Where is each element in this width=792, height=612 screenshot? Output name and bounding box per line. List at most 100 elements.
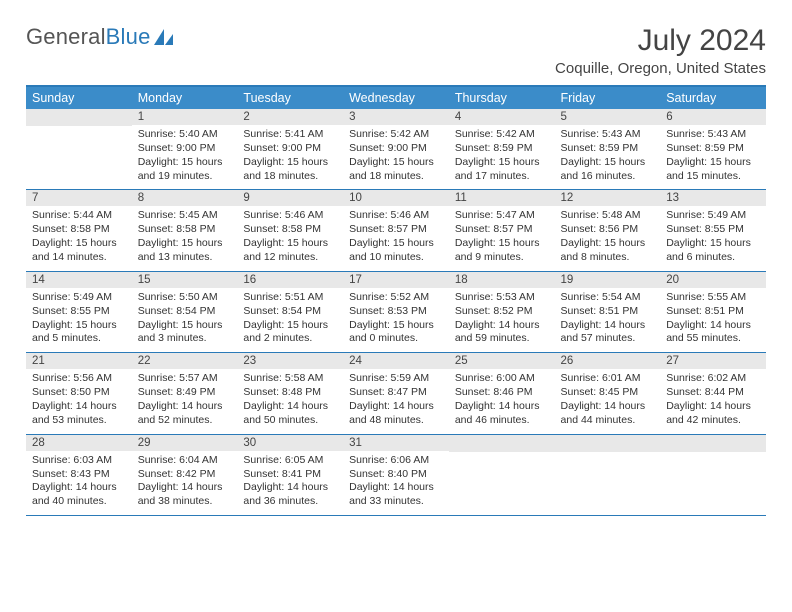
day-detail-line: Sunset: 9:00 PM [349, 142, 443, 156]
day-detail-line: and 57 minutes. [561, 332, 655, 346]
day-detail-line: Sunset: 8:43 PM [32, 468, 126, 482]
day-details: Sunrise: 5:46 AMSunset: 8:58 PMDaylight:… [237, 206, 343, 270]
day-details: Sunrise: 5:51 AMSunset: 8:54 PMDaylight:… [237, 288, 343, 352]
day-details: Sunrise: 5:49 AMSunset: 8:55 PMDaylight:… [660, 206, 766, 270]
day-details [660, 452, 766, 512]
logo-text-1: General [26, 24, 106, 50]
weekday-header: Monday [132, 86, 238, 109]
day-details [26, 126, 132, 186]
day-detail-line: Sunrise: 5:46 AM [349, 209, 443, 223]
calendar-header-row: SundayMondayTuesdayWednesdayThursdayFrid… [26, 86, 766, 109]
calendar-table: SundayMondayTuesdayWednesdayThursdayFrid… [26, 85, 766, 516]
day-detail-line: Daylight: 15 hours [666, 237, 760, 251]
calendar-day-cell: 5Sunrise: 5:43 AMSunset: 8:59 PMDaylight… [555, 109, 661, 190]
day-details: Sunrise: 5:48 AMSunset: 8:56 PMDaylight:… [555, 206, 661, 270]
day-detail-line: and 44 minutes. [561, 414, 655, 428]
calendar-day-cell: 6Sunrise: 5:43 AMSunset: 8:59 PMDaylight… [660, 109, 766, 190]
day-details: Sunrise: 5:53 AMSunset: 8:52 PMDaylight:… [449, 288, 555, 352]
day-detail-line: and 14 minutes. [32, 251, 126, 265]
logo: GeneralBlue [26, 24, 175, 50]
day-detail-line: Daylight: 14 hours [138, 481, 232, 495]
calendar-day-cell: 31Sunrise: 6:06 AMSunset: 8:40 PMDayligh… [343, 434, 449, 515]
day-detail-line: and 18 minutes. [243, 170, 337, 184]
day-detail-line: Sunrise: 5:44 AM [32, 209, 126, 223]
day-detail-line: Sunset: 8:59 PM [455, 142, 549, 156]
day-number: 24 [343, 353, 449, 369]
day-detail-line: Sunset: 8:54 PM [243, 305, 337, 319]
day-detail-line: Daylight: 15 hours [138, 156, 232, 170]
weekday-header: Saturday [660, 86, 766, 109]
day-details [449, 452, 555, 512]
day-details: Sunrise: 5:46 AMSunset: 8:57 PMDaylight:… [343, 206, 449, 270]
calendar-day-cell: 28Sunrise: 6:03 AMSunset: 8:43 PMDayligh… [26, 434, 132, 515]
day-detail-line: and 0 minutes. [349, 332, 443, 346]
weekday-header: Tuesday [237, 86, 343, 109]
day-detail-line: and 12 minutes. [243, 251, 337, 265]
calendar-day-cell: 14Sunrise: 5:49 AMSunset: 8:55 PMDayligh… [26, 271, 132, 352]
calendar-day-cell: 17Sunrise: 5:52 AMSunset: 8:53 PMDayligh… [343, 271, 449, 352]
day-detail-line: Daylight: 15 hours [561, 156, 655, 170]
day-detail-line: Sunset: 9:00 PM [138, 142, 232, 156]
calendar-day-cell [555, 434, 661, 515]
calendar-day-cell: 12Sunrise: 5:48 AMSunset: 8:56 PMDayligh… [555, 190, 661, 271]
day-detail-line: Sunrise: 5:50 AM [138, 291, 232, 305]
day-details: Sunrise: 6:06 AMSunset: 8:40 PMDaylight:… [343, 451, 449, 515]
day-detail-line: Daylight: 14 hours [349, 400, 443, 414]
day-detail-line: and 13 minutes. [138, 251, 232, 265]
day-number: 19 [555, 272, 661, 288]
day-detail-line: Sunrise: 6:04 AM [138, 454, 232, 468]
day-number: 18 [449, 272, 555, 288]
day-details: Sunrise: 5:42 AMSunset: 9:00 PMDaylight:… [343, 125, 449, 189]
day-detail-line: Sunrise: 5:40 AM [138, 128, 232, 142]
day-detail-line: Sunrise: 5:41 AM [243, 128, 337, 142]
day-details: Sunrise: 6:03 AMSunset: 8:43 PMDaylight:… [26, 451, 132, 515]
day-details: Sunrise: 5:52 AMSunset: 8:53 PMDaylight:… [343, 288, 449, 352]
day-detail-line: and 10 minutes. [349, 251, 443, 265]
day-detail-line: Sunset: 8:51 PM [561, 305, 655, 319]
day-detail-line: Daylight: 15 hours [349, 237, 443, 251]
day-detail-line: Sunrise: 5:49 AM [666, 209, 760, 223]
day-number [26, 109, 132, 126]
location: Coquille, Oregon, United States [555, 60, 766, 77]
day-detail-line: Sunset: 8:52 PM [455, 305, 549, 319]
day-detail-line: Daylight: 14 hours [32, 481, 126, 495]
day-number: 31 [343, 435, 449, 451]
day-detail-line: Daylight: 14 hours [138, 400, 232, 414]
day-details: Sunrise: 6:05 AMSunset: 8:41 PMDaylight:… [237, 451, 343, 515]
day-detail-line: Sunrise: 5:47 AM [455, 209, 549, 223]
day-detail-line: Daylight: 15 hours [138, 237, 232, 251]
day-detail-line: Daylight: 14 hours [666, 319, 760, 333]
day-detail-line: Sunrise: 5:51 AM [243, 291, 337, 305]
title-block: July 2024 Coquille, Oregon, United State… [555, 24, 766, 77]
day-detail-line: and 5 minutes. [32, 332, 126, 346]
day-detail-line: and 55 minutes. [666, 332, 760, 346]
calendar-day-cell: 9Sunrise: 5:46 AMSunset: 8:58 PMDaylight… [237, 190, 343, 271]
day-number: 1 [132, 109, 238, 125]
calendar-day-cell: 29Sunrise: 6:04 AMSunset: 8:42 PMDayligh… [132, 434, 238, 515]
day-number: 3 [343, 109, 449, 125]
calendar-day-cell [449, 434, 555, 515]
calendar-week-row: 1Sunrise: 5:40 AMSunset: 9:00 PMDaylight… [26, 109, 766, 190]
day-detail-line: Sunset: 8:55 PM [32, 305, 126, 319]
day-details: Sunrise: 5:55 AMSunset: 8:51 PMDaylight:… [660, 288, 766, 352]
day-detail-line: and 50 minutes. [243, 414, 337, 428]
calendar-day-cell: 18Sunrise: 5:53 AMSunset: 8:52 PMDayligh… [449, 271, 555, 352]
day-detail-line: Sunset: 8:40 PM [349, 468, 443, 482]
day-detail-line: Sunset: 8:48 PM [243, 386, 337, 400]
day-detail-line: and 33 minutes. [349, 495, 443, 509]
day-number: 9 [237, 190, 343, 206]
calendar-day-cell: 2Sunrise: 5:41 AMSunset: 9:00 PMDaylight… [237, 109, 343, 190]
day-details: Sunrise: 5:45 AMSunset: 8:58 PMDaylight:… [132, 206, 238, 270]
day-number: 29 [132, 435, 238, 451]
day-detail-line: and 52 minutes. [138, 414, 232, 428]
calendar-day-cell: 16Sunrise: 5:51 AMSunset: 8:54 PMDayligh… [237, 271, 343, 352]
day-number: 4 [449, 109, 555, 125]
day-detail-line: Sunrise: 5:56 AM [32, 372, 126, 386]
day-detail-line: Daylight: 14 hours [349, 481, 443, 495]
day-detail-line: Sunrise: 6:01 AM [561, 372, 655, 386]
day-number: 28 [26, 435, 132, 451]
day-detail-line: Sunrise: 5:42 AM [349, 128, 443, 142]
day-detail-line: Daylight: 15 hours [455, 237, 549, 251]
calendar-day-cell: 24Sunrise: 5:59 AMSunset: 8:47 PMDayligh… [343, 353, 449, 434]
calendar-day-cell: 13Sunrise: 5:49 AMSunset: 8:55 PMDayligh… [660, 190, 766, 271]
